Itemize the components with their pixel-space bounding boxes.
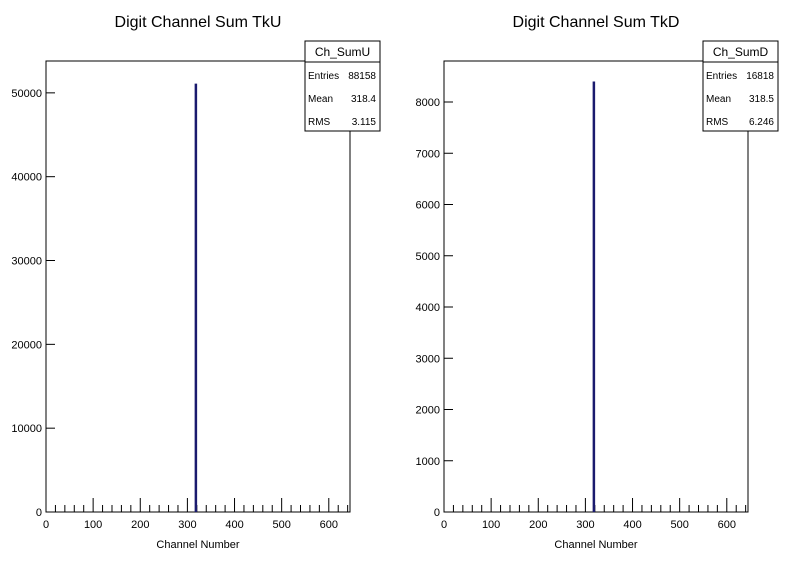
x-tick-label: 200 [529,519,547,531]
stats-value: 6.246 [749,117,774,128]
histogram-panel-1: Digit Channel Sum TkU 0 10000 20000 30000 400… [11,14,381,551]
stats-label: Entries [706,71,737,82]
chart-title: Digit Channel Sum TkU [115,14,282,31]
stats-box: Ch_SumD Entries 16818 Mean 318.5 RMS 6.246 [702,40,779,132]
x-tick-label: 400 [225,519,243,531]
x-tick-label: 100 [482,519,500,531]
y-tick-label: 5000 [416,251,440,263]
stats-label: RMS [308,117,331,128]
plot-frame [45,60,351,513]
x-tick-label: 600 [718,519,736,531]
y-tick-label: 2000 [416,405,440,417]
plot-frame [443,60,749,513]
y-tick-label: 30000 [11,256,42,268]
stats-value: 16818 [746,71,774,82]
stats-name: Ch_SumD [713,45,769,59]
y-tick-label: 0 [36,507,42,519]
y-tick-label: 7000 [416,148,440,160]
y-tick-label: 10000 [11,423,42,435]
x-tick-label: 500 [670,519,688,531]
y-tick-label: 1000 [416,456,440,468]
stats-label: Mean [706,94,731,105]
stats-value: 88158 [348,71,376,82]
x-axis-title: Channel Number [554,539,637,551]
y-tick-label: 0 [434,507,440,519]
x-tick-label: 200 [131,519,149,531]
stats-name: Ch_SumU [315,45,370,59]
stats-box: Ch_SumU Entries 88158 Mean 318.4 RMS 3.115 [304,40,381,132]
y-tick-label: 50000 [11,88,42,100]
stats-value: 318.5 [749,94,774,105]
y-tick-label: 40000 [11,172,42,184]
y-tick-label: 8000 [416,97,440,109]
y-tick-label: 4000 [416,302,440,314]
x-tick-label: 100 [84,519,102,531]
histogram-panel-2: Digit Channel Sum TkD0100020003000400050… [416,14,779,551]
y-tick-label: 6000 [416,200,440,212]
y-tick-label: 20000 [11,339,42,351]
x-tick-label: 0 [43,519,49,531]
stats-value: 318.4 [351,94,376,105]
stats-value: 3.115 [352,117,377,128]
x-tick-label: 400 [623,519,641,531]
x-tick-label: 300 [576,519,594,531]
x-tick-label: 300 [178,519,196,531]
x-tick-label: 0 [441,519,447,531]
stats-label: RMS [706,117,729,128]
stats-label: Mean [308,94,333,105]
x-axis-title: Channel Number [156,539,239,551]
y-tick-label: 3000 [416,353,440,365]
chart-title: Digit Channel Sum TkD [513,14,680,31]
stats-label: Entries [308,71,339,82]
x-tick-label: 500 [272,519,290,531]
x-tick-label: 600 [320,519,338,531]
